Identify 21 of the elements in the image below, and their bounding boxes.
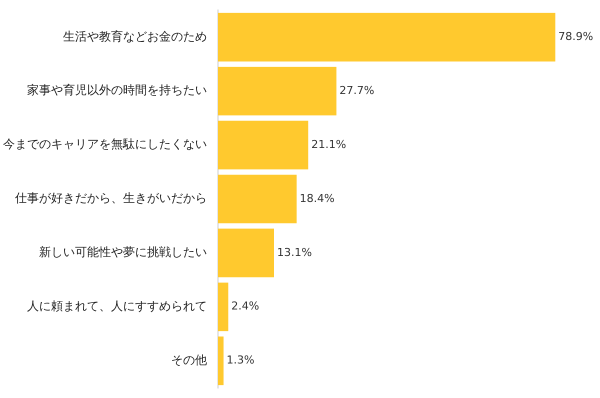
y-tick-label: 仕事が好きだから、生きがいだから [14, 191, 207, 206]
y-tick-label: 家事や育児以外の時間を持ちたい [27, 83, 207, 98]
data-label: 2.4% [231, 300, 260, 313]
bar [218, 282, 228, 332]
bar [218, 174, 297, 224]
y-tick-label: 生活や教育などお金のため [63, 29, 207, 44]
data-label: 21.1% [311, 138, 346, 151]
data-label: 13.1% [277, 246, 312, 259]
data-label: 18.4% [300, 192, 335, 205]
bar [218, 12, 556, 62]
y-tick-label: その他 [171, 352, 207, 367]
y-tick-label: 新しい可能性や夢に挑戦したい [39, 245, 207, 260]
data-label: 27.7% [339, 84, 374, 97]
y-tick-label: 人に頼まれて、人にすすめられて [27, 299, 207, 314]
bar [218, 228, 274, 278]
data-label: 78.9% [558, 30, 594, 44]
bar [218, 120, 308, 170]
data-label: 1.3% [226, 354, 255, 367]
y-tick-label: 今までのキャリアを無駄にしたくない [3, 137, 207, 152]
bar [218, 66, 336, 116]
bar [218, 336, 224, 386]
